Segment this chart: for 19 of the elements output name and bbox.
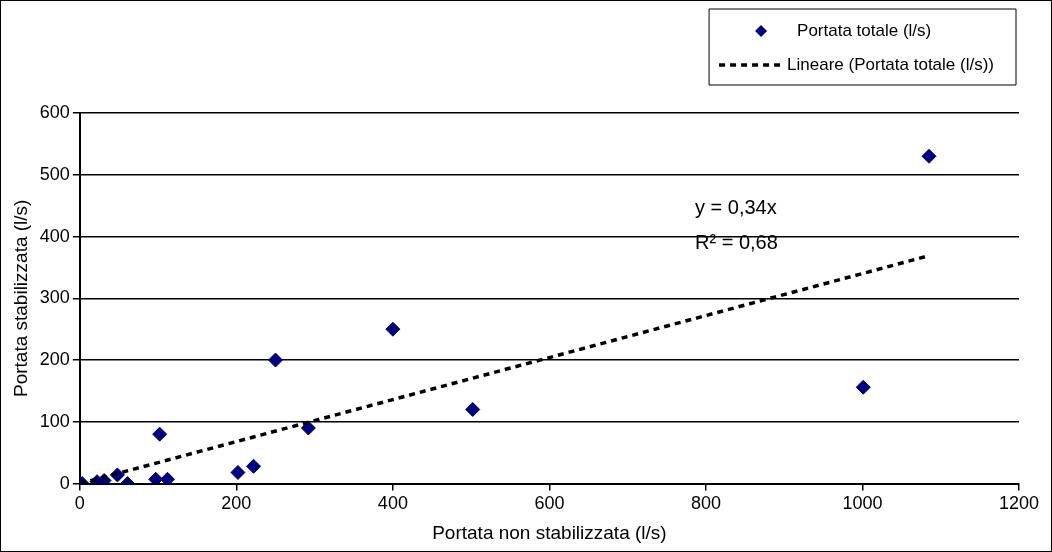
- y-tick-label: 300: [39, 287, 70, 308]
- x-tick-label: 1200: [998, 493, 1040, 514]
- y-tick-label: 400: [39, 225, 70, 246]
- legend-label: Portata totale (l/s): [797, 20, 932, 40]
- y-tick-label: 500: [39, 163, 70, 184]
- x-tick-label: 600: [534, 493, 565, 514]
- x-tick-label: 0: [74, 493, 85, 514]
- x-tick-label: 400: [377, 493, 408, 514]
- y-tick-label: 100: [39, 410, 70, 431]
- y-tick-label: 200: [39, 349, 70, 370]
- x-tick-label: 200: [221, 493, 252, 514]
- x-tick-label: 800: [690, 493, 721, 514]
- x-axis-title: Portata non stabilizzata (l/s): [432, 521, 667, 543]
- legend-label: Lineare (Portata totale (l/s)): [787, 54, 994, 74]
- annotation: y = 0,34x: [694, 195, 777, 218]
- y-tick-label: 600: [39, 101, 70, 122]
- y-axis-title: Portata stabilizzata (l/s): [9, 199, 31, 398]
- x-tick-label: 1000: [842, 493, 883, 514]
- y-tick-label: 0: [59, 472, 70, 493]
